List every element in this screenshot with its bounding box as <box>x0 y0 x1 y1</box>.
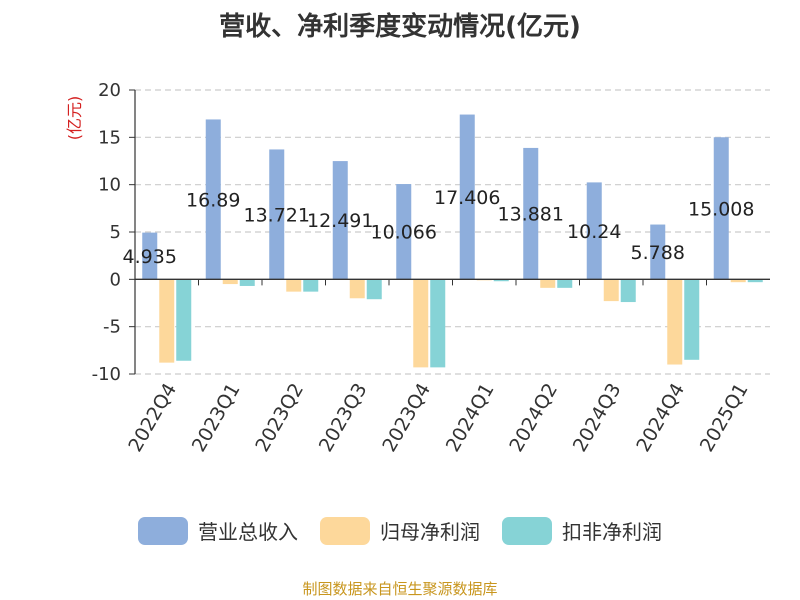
legend: 营业总收入 归母净利润 扣非净利润 <box>0 516 800 545</box>
legend-swatch <box>320 516 370 545</box>
bar-1 <box>650 224 666 280</box>
x-tick-label: 2024Q4 <box>632 380 689 456</box>
bar-1 <box>523 147 539 280</box>
bar-1 <box>586 182 602 280</box>
bar-2 <box>413 279 429 368</box>
bar-3 <box>303 279 319 292</box>
legend-label: 扣非净利润 <box>562 520 662 544</box>
bar-3 <box>430 279 446 368</box>
x-tick-label: 2023Q1 <box>188 380 245 456</box>
bar-2 <box>540 279 556 288</box>
data-label: 17.406 <box>434 187 500 209</box>
x-tick-label: 2023Q4 <box>378 380 435 456</box>
data-label: 13.881 <box>498 204 564 226</box>
y-axis-title: (亿元) <box>65 96 84 141</box>
bar-2 <box>222 279 238 285</box>
bar-2 <box>159 279 175 363</box>
bar-2 <box>286 279 302 292</box>
bar-1 <box>332 161 348 280</box>
x-tick-label: 2025Q1 <box>696 380 753 456</box>
bar-2 <box>603 279 619 302</box>
x-tick-label: 2024Q3 <box>569 380 626 456</box>
y-tick-label: -10 <box>92 364 121 385</box>
data-label: 5.788 <box>631 242 685 264</box>
legend-item[interactable]: 扣非净利润 <box>502 516 662 545</box>
data-label: 10.066 <box>371 222 437 244</box>
bar-1 <box>142 232 158 280</box>
bar-2 <box>349 279 365 299</box>
x-tick-label: 2023Q2 <box>251 380 308 456</box>
bar-3 <box>747 279 763 283</box>
y-tick-label: 5 <box>110 222 121 243</box>
legend-swatch <box>502 516 552 545</box>
y-tick-label: 0 <box>110 269 121 290</box>
bar-3 <box>684 279 700 360</box>
bar-1 <box>269 149 285 280</box>
bar-2 <box>730 279 746 283</box>
legend-label: 归母净利润 <box>380 520 480 544</box>
bar-1 <box>713 137 729 280</box>
x-tick-label: 2022Q4 <box>124 380 181 456</box>
bar-2 <box>667 279 683 365</box>
bars <box>142 114 763 368</box>
bar-3 <box>239 279 255 286</box>
data-label: 12.491 <box>307 210 373 232</box>
data-label: 4.935 <box>123 246 177 268</box>
data-label: 10.24 <box>567 221 621 243</box>
bar-1 <box>205 119 221 280</box>
bar-3 <box>176 279 192 361</box>
chart-title: 营收、净利季度变动情况(亿元) <box>219 12 581 42</box>
bar-3 <box>366 279 382 300</box>
data-label: 16.89 <box>186 189 240 211</box>
data-label: 13.721 <box>244 204 310 226</box>
x-tick-label: 2024Q2 <box>505 380 562 456</box>
bar-1 <box>396 184 412 280</box>
legend-swatch <box>138 516 188 545</box>
data-label: 15.008 <box>688 198 754 220</box>
bar-3 <box>557 279 573 288</box>
bar-3 <box>620 279 636 303</box>
y-tick-label: 20 <box>98 80 121 101</box>
legend-item[interactable]: 归母净利润 <box>320 516 480 545</box>
bar-3 <box>493 279 509 282</box>
axes <box>129 89 770 375</box>
y-tick-label: 10 <box>98 175 121 196</box>
y-tick-label: -5 <box>103 317 121 338</box>
legend-item[interactable]: 营业总收入 <box>138 516 298 545</box>
legend-label: 营业总收入 <box>198 520 298 544</box>
bar-1 <box>459 114 475 280</box>
gridlines <box>135 89 770 375</box>
y-tick-label: 15 <box>98 127 121 148</box>
source-note: 制图数据来自恒生聚源数据库 <box>302 580 498 598</box>
x-tick-label: 2023Q3 <box>315 380 372 456</box>
x-tick-label: 2024Q1 <box>442 380 499 456</box>
